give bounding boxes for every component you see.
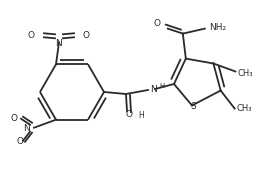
Text: CH₃: CH₃	[237, 103, 252, 113]
Text: N: N	[23, 124, 30, 133]
Text: H: H	[159, 83, 164, 89]
Text: O: O	[154, 19, 161, 28]
Text: O: O	[28, 31, 35, 40]
Text: H: H	[138, 111, 144, 121]
Text: O: O	[17, 137, 23, 146]
Text: O: O	[83, 31, 90, 40]
Text: O: O	[125, 110, 132, 119]
Text: N: N	[56, 39, 62, 48]
Text: O: O	[10, 114, 18, 123]
Text: NH₂: NH₂	[209, 23, 226, 32]
Text: N: N	[150, 86, 157, 95]
Text: CH₃: CH₃	[237, 69, 253, 78]
Text: S: S	[190, 102, 196, 111]
